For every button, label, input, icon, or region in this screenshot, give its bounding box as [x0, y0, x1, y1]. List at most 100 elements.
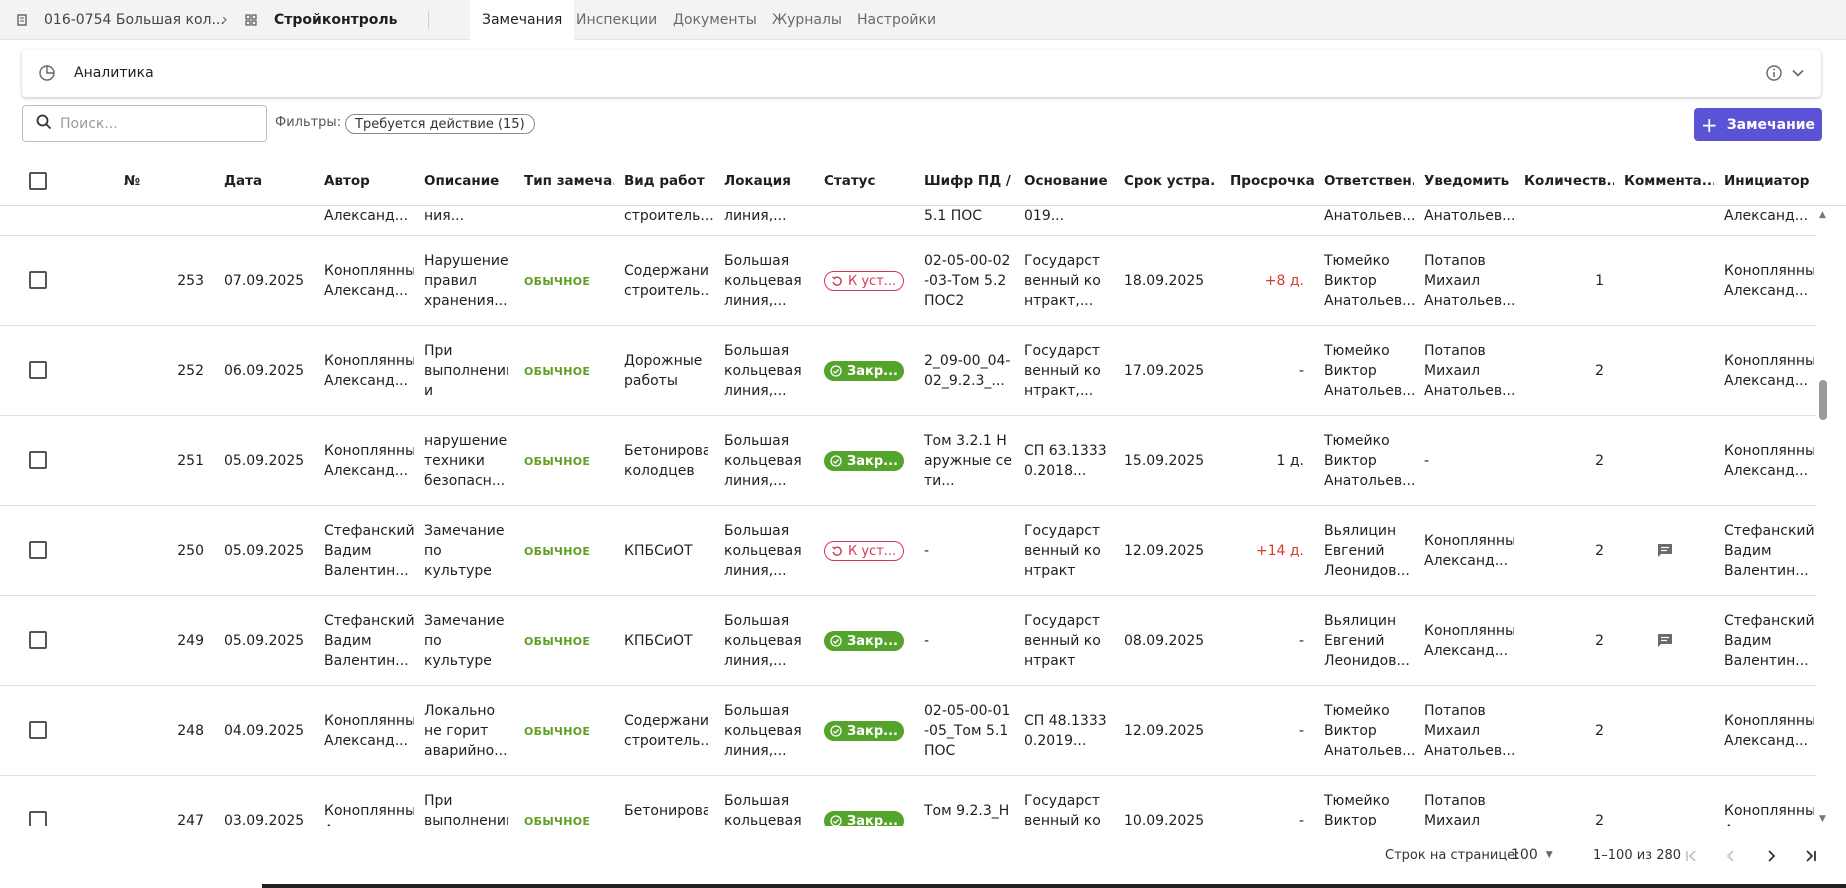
table-row[interactable]: 250 05.09.2025 Стефанский Вадим Валентин..… [0, 506, 1816, 596]
chevron-down-icon[interactable] [1791, 65, 1805, 84]
tab-settings[interactable]: Настройки [857, 12, 937, 28]
column-header-number[interactable]: № [124, 173, 141, 189]
row-checkbox[interactable] [29, 271, 47, 289]
add-remark-button[interactable]: + Замечание [1694, 108, 1822, 141]
last-page-icon[interactable] [1800, 845, 1822, 867]
cell-number: 249 [177, 633, 204, 649]
row-checkbox[interactable] [29, 541, 47, 559]
comment-icon[interactable] [1656, 632, 1674, 654]
column-header-location[interactable]: Локация [724, 173, 791, 189]
cell-basis: СП 48.13330.2019... [1024, 712, 1107, 749]
status-label: Закр... [847, 453, 898, 469]
cell-number: 253 [177, 273, 204, 289]
cell-initiator: Стефанский Вадим Валентин... [1724, 612, 1814, 669]
remark-type-badge: ОБЫЧНОЕ [524, 635, 591, 648]
cell-design-code: 02-05-00-02-03-Том 5.2 ПОС2 [924, 252, 1011, 309]
apps-grid-icon[interactable] [245, 0, 257, 40]
cell-initiator: Коноплянный Александ... [1724, 262, 1814, 299]
tab-inspections[interactable]: Инспекции [576, 12, 658, 28]
row-checkbox[interactable] [29, 451, 47, 469]
row-checkbox[interactable] [29, 721, 47, 739]
tab-remarks[interactable]: Замечания [470, 0, 575, 40]
column-header-comments[interactable]: Коммента... [1624, 173, 1714, 189]
column-header-basis[interactable]: Основание [1024, 173, 1108, 189]
cell-count: 2 [1595, 543, 1604, 559]
rows-per-page-select[interactable]: 100 ▼ [1511, 847, 1553, 863]
table-row[interactable]: 252 06.09.2025 Коноплянный Александ... При … [0, 326, 1816, 416]
cell-design-code: - [924, 632, 930, 649]
cell-description: нарушение техники безопасн... [424, 432, 508, 489]
comment-icon[interactable] [1656, 542, 1674, 564]
cell-work-type: КПБСиОТ [624, 542, 693, 559]
cell-date: 06.09.2025 [224, 363, 305, 379]
remark-type-badge: ОБЫЧНОЕ [524, 365, 591, 378]
cell-date: 07.09.2025 [224, 273, 305, 289]
cell-design-code: Том 9.2.3_Нару... [924, 802, 1010, 827]
table-row-partial[interactable]: Александ... ния... строитель... линия,..… [0, 206, 1816, 236]
analytics-panel[interactable]: Аналитика [22, 50, 1821, 97]
column-header-author[interactable]: Автор [324, 173, 370, 189]
column-header-status[interactable]: Статус [824, 173, 876, 189]
breadcrumb-module[interactable]: Стройконтроль [274, 12, 398, 28]
column-header-date[interactable]: Дата [224, 173, 263, 189]
pie-chart-icon [38, 64, 56, 86]
first-page-icon[interactable] [1680, 845, 1702, 867]
cell-initiator: Коноплянный Александ... [1724, 442, 1814, 479]
scrollbar-thumb[interactable] [1819, 380, 1827, 420]
rework-icon [831, 545, 843, 557]
status-badge[interactable]: Закр... [824, 721, 904, 741]
cell-author: Коноплянный Александ... [324, 802, 414, 827]
select-all-checkbox[interactable] [29, 172, 47, 190]
cell-responsible: Тюмейко Виктор Анатольев... [1324, 702, 1414, 759]
search-input[interactable]: Поиск... [22, 105, 267, 142]
check-circle-icon [830, 365, 842, 377]
column-header-responsible[interactable]: Ответствен... [1324, 173, 1414, 189]
row-checkbox[interactable] [29, 811, 47, 826]
top-bar: 016-0754 Большая кол... › Стройконтроль … [0, 0, 1846, 40]
next-page-icon[interactable] [1760, 845, 1782, 867]
status-badge[interactable]: К уст... [824, 541, 904, 561]
cell-notify: Анатольев... [1424, 208, 1516, 224]
filter-chip-action-required[interactable]: Требуется действие (15) [345, 114, 535, 134]
cell-notify: Потапов Михаил Анатольев... [1424, 702, 1514, 759]
tab-documents[interactable]: Документы [673, 12, 757, 28]
breadcrumb-project[interactable]: 016-0754 Большая кол... [44, 12, 225, 28]
status-badge[interactable]: Закр... [824, 631, 904, 651]
info-icon[interactable] [1765, 64, 1783, 86]
column-header-remark-type[interactable]: Тип замеча... [524, 173, 614, 189]
table-row[interactable]: 253 07.09.2025 Коноплянный Александ... Нару… [0, 236, 1816, 326]
column-header-work-type[interactable]: Вид работ [624, 173, 705, 189]
table-row[interactable]: 247 03.09.2025 Коноплянный Александ... При … [0, 776, 1816, 826]
scroll-up-icon[interactable]: ▲ [1819, 210, 1826, 220]
table-row[interactable]: 251 05.09.2025 Коноплянный Александ... нару… [0, 416, 1816, 506]
row-checkbox[interactable] [29, 361, 47, 379]
status-label: К уст... [848, 273, 897, 289]
table-row[interactable]: 249 05.09.2025 Стефанский Вадим Валентин..… [0, 596, 1816, 686]
status-badge[interactable]: Закр... [824, 361, 904, 381]
cell-deadline: 10.09.2025 [1124, 813, 1205, 826]
previous-page-icon[interactable] [1720, 845, 1742, 867]
cell-responsible: Анатольев... [1324, 208, 1416, 224]
cell-count: 2 [1595, 813, 1604, 826]
cell-overdue: 1 д. [1276, 453, 1305, 469]
status-badge[interactable]: Закр... [824, 811, 904, 826]
cell-design-code: 5.1 ПОС [924, 208, 983, 224]
table-row[interactable]: 248 04.09.2025 Коноплянный Александ... Лока… [0, 686, 1816, 776]
column-header-count[interactable]: Количеств... [1524, 173, 1614, 189]
horizontal-scrollbar[interactable] [262, 884, 1846, 888]
column-header-overdue[interactable]: Просрочка [1230, 173, 1315, 189]
pagination-range: 1–100 из 280 [1593, 848, 1682, 863]
search-icon [36, 114, 52, 134]
status-badge[interactable]: К уст... [824, 271, 904, 291]
scroll-down-icon[interactable]: ▼ [1819, 814, 1826, 824]
column-header-notify[interactable]: Уведомить [1424, 173, 1510, 189]
column-header-description[interactable]: Описание [424, 173, 500, 189]
column-header-initiator[interactable]: Инициатор [1724, 173, 1810, 189]
status-badge[interactable]: Закр... [824, 451, 904, 471]
plus-icon: + [1700, 112, 1718, 137]
row-checkbox[interactable] [29, 631, 47, 649]
column-header-deadline[interactable]: Срок устра... [1124, 173, 1214, 189]
tab-journals[interactable]: Журналы [772, 12, 842, 28]
column-header-design-code[interactable]: Шифр ПД / ... [924, 173, 1014, 189]
vertical-scrollbar[interactable]: ▲ ▼ [1816, 206, 1830, 826]
